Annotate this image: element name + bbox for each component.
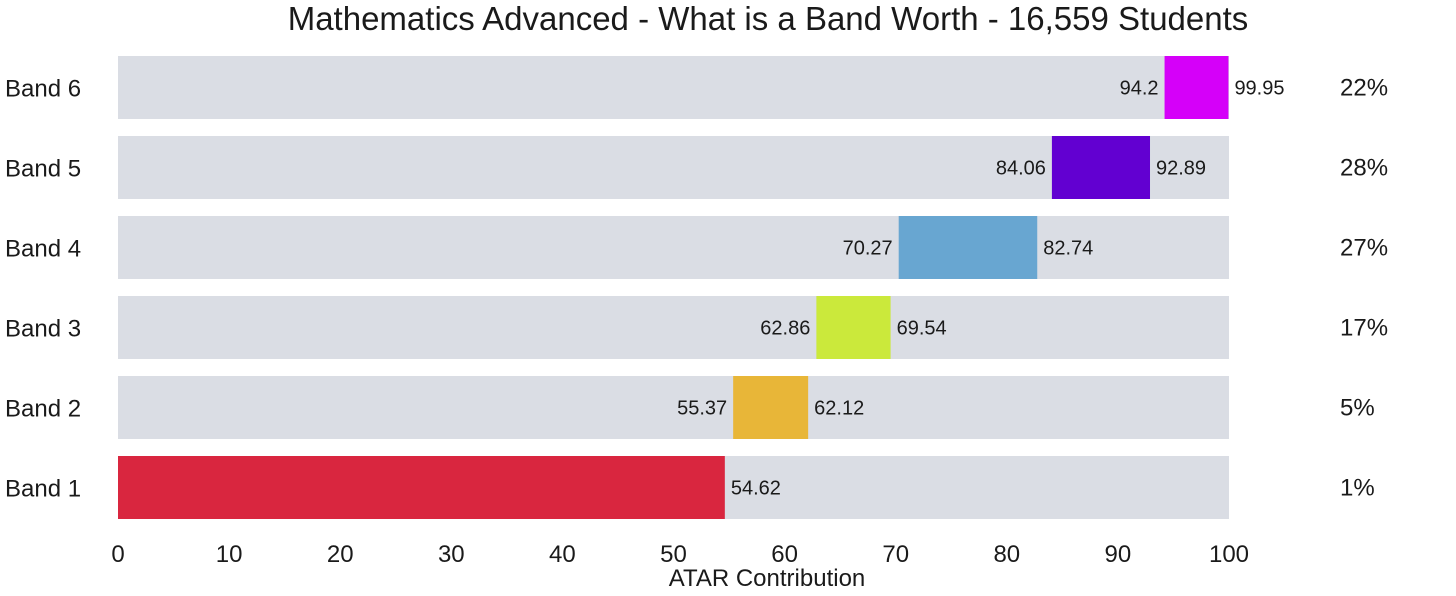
band-range-bar [118,456,725,519]
band-percent-label: 28% [1340,155,1388,182]
band-row: Band 2 55.37 62.12 5% [5,376,1375,439]
x-tick-label: 0 [111,541,124,568]
band-range-bar [733,376,809,439]
band-background-bar [118,376,1229,439]
band-percent-label: 27% [1340,235,1388,262]
band-percent-label: 17% [1340,315,1388,342]
band-range-bar [1164,56,1229,119]
band-range-bar [898,216,1038,279]
band-label: Band 1 [5,476,81,503]
band-end-label: 69.54 [897,318,947,340]
band-end-label: 82.74 [1043,238,1093,260]
band-end-label: 54.62 [731,478,781,500]
band-label: Band 6 [5,76,81,103]
band-row: Band 1 54.62 1% [5,456,1375,519]
x-tick-label: 50 [660,541,687,568]
x-tick-label: 70 [882,541,909,568]
x-tick-label: 60 [771,541,798,568]
band-background-bar [118,136,1229,199]
x-axis-label: ATAR Contribution [669,565,866,592]
band-start-label: 84.06 [996,158,1046,180]
band-background-bar [118,296,1229,359]
x-tick-label: 10 [216,541,243,568]
band-range-bar [1051,136,1151,199]
band-background-bar [118,216,1229,279]
x-tick-label: 20 [327,541,354,568]
band-percent-label: 22% [1340,75,1388,102]
band-start-label: 55.37 [677,398,727,420]
band-end-label: 92.89 [1156,158,1206,180]
band-row: Band 3 62.86 69.54 17% [5,296,1388,359]
bars-layer: Band 6 94.2 99.95 22%Band 5 84.06 92.89 28%Ban… [5,56,1388,519]
x-tick-label: 90 [1105,541,1132,568]
band-percent-label: 5% [1340,395,1375,422]
band-end-label: 62.12 [814,398,864,420]
chart-title: Mathematics Advanced - What is a Band Wo… [288,0,1249,37]
band-label: Band 2 [5,396,81,423]
band-label: Band 3 [5,316,81,343]
x-axis-ticks: 0 10 20 30 40 50 60 70 80 90 100 [111,541,1249,568]
band-start-label: 70.27 [843,238,893,260]
band-background-bar [118,56,1229,119]
band-row: Band 5 84.06 92.89 28% [5,136,1388,199]
band-range-bar [816,296,891,359]
band-label: Band 5 [5,156,81,183]
band-row: Band 6 94.2 99.95 22% [5,56,1388,119]
band-row: Band 4 70.27 82.74 27% [5,216,1388,279]
x-tick-label: 100 [1209,541,1249,568]
band-label: Band 4 [5,236,81,263]
x-tick-label: 40 [549,541,576,568]
x-tick-label: 80 [993,541,1020,568]
band-end-label: 99.95 [1234,78,1284,100]
band-start-label: 94.2 [1120,78,1159,100]
band-percent-label: 1% [1340,475,1375,502]
x-tick-label: 30 [438,541,465,568]
band-start-label: 62.86 [760,318,810,340]
